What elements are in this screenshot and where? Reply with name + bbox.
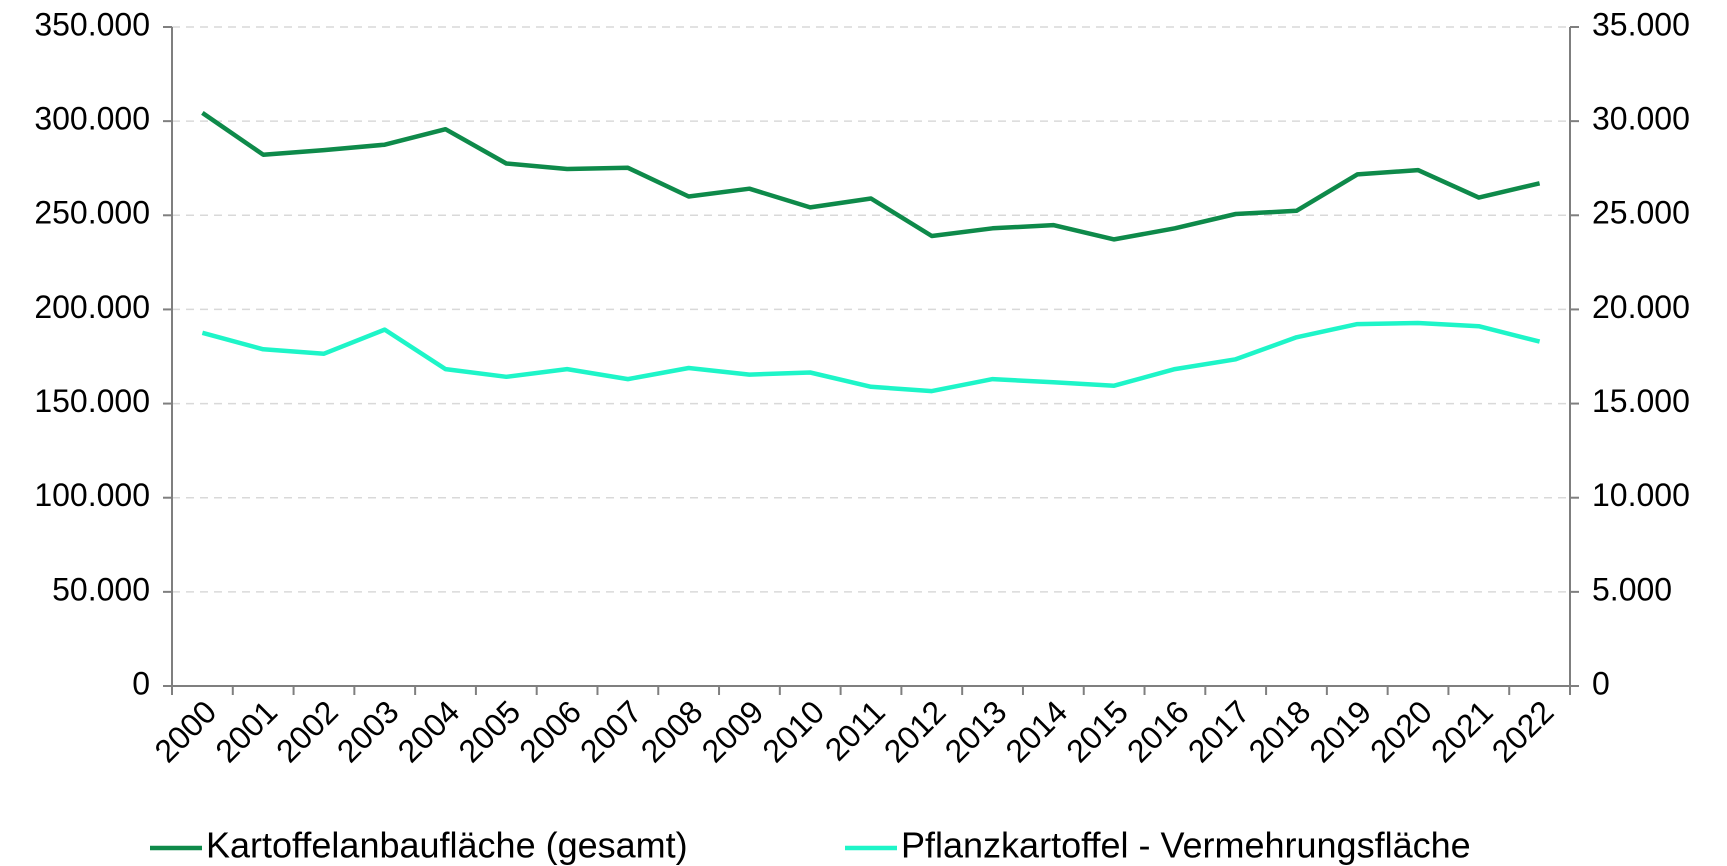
x-tick-label: 2011: [818, 693, 892, 767]
x-tick-label: 2013: [938, 693, 1014, 769]
x-tick-label: 2008: [634, 693, 710, 769]
x-tick-label: 2001: [208, 693, 284, 769]
y-tick-label: 350.000: [34, 6, 150, 42]
x-tick-label: 2017: [1181, 693, 1257, 769]
x-tick-label: 2006: [512, 693, 588, 769]
x-tick-label: 2010: [755, 693, 831, 769]
y-tick-label: 300.000: [34, 101, 150, 137]
x-tick-label: 2014: [998, 693, 1074, 769]
x-tick-label: 2007: [573, 693, 649, 769]
x-tick-label: 2000: [148, 693, 224, 769]
x-tick-label: 2022: [1485, 693, 1561, 769]
x-tick-label: 2020: [1363, 693, 1439, 769]
series-line: [201, 320, 1541, 394]
y2-tick-label: 10.000: [1592, 477, 1690, 513]
x-tick-label: 2009: [695, 693, 771, 769]
y-tick-label: 250.000: [34, 195, 150, 231]
x-tick-label: 2018: [1242, 693, 1318, 769]
legend-label: Pflanzkartoffel - Vermehrungsfläche: [901, 825, 1471, 866]
y2-tick-label: 15.000: [1592, 383, 1690, 419]
y-tick-label: 200.000: [34, 289, 150, 325]
x-tick-label: 2016: [1120, 693, 1196, 769]
y2-tick-label: 25.000: [1592, 195, 1690, 231]
x-tick-label: 2004: [391, 693, 467, 769]
x-tick-label: 2005: [451, 693, 527, 769]
legend-label: Kartoffelanbaufläche (gesamt): [206, 825, 688, 866]
x-tick-label: 2003: [330, 693, 406, 769]
y2-tick-label: 5.000: [1592, 571, 1672, 607]
y-tick-label: 100.000: [34, 477, 150, 513]
y2-tick-label: 20.000: [1592, 289, 1690, 325]
series-line: [201, 111, 1541, 242]
x-tick-label: 2021: [1424, 693, 1500, 769]
x-tick-label: 2015: [1059, 693, 1135, 769]
y2-tick-label: 30.000: [1592, 101, 1690, 137]
y2-tick-label: 0: [1592, 665, 1610, 701]
y-tick-label: 0: [132, 665, 150, 701]
x-tick-label: 2012: [877, 693, 953, 769]
x-tick-label: 2002: [269, 693, 345, 769]
x-tick-label: 2019: [1302, 693, 1378, 769]
y2-tick-label: 35.000: [1592, 6, 1690, 42]
y-tick-label: 150.000: [34, 383, 150, 419]
y-tick-label: 50.000: [52, 571, 150, 607]
